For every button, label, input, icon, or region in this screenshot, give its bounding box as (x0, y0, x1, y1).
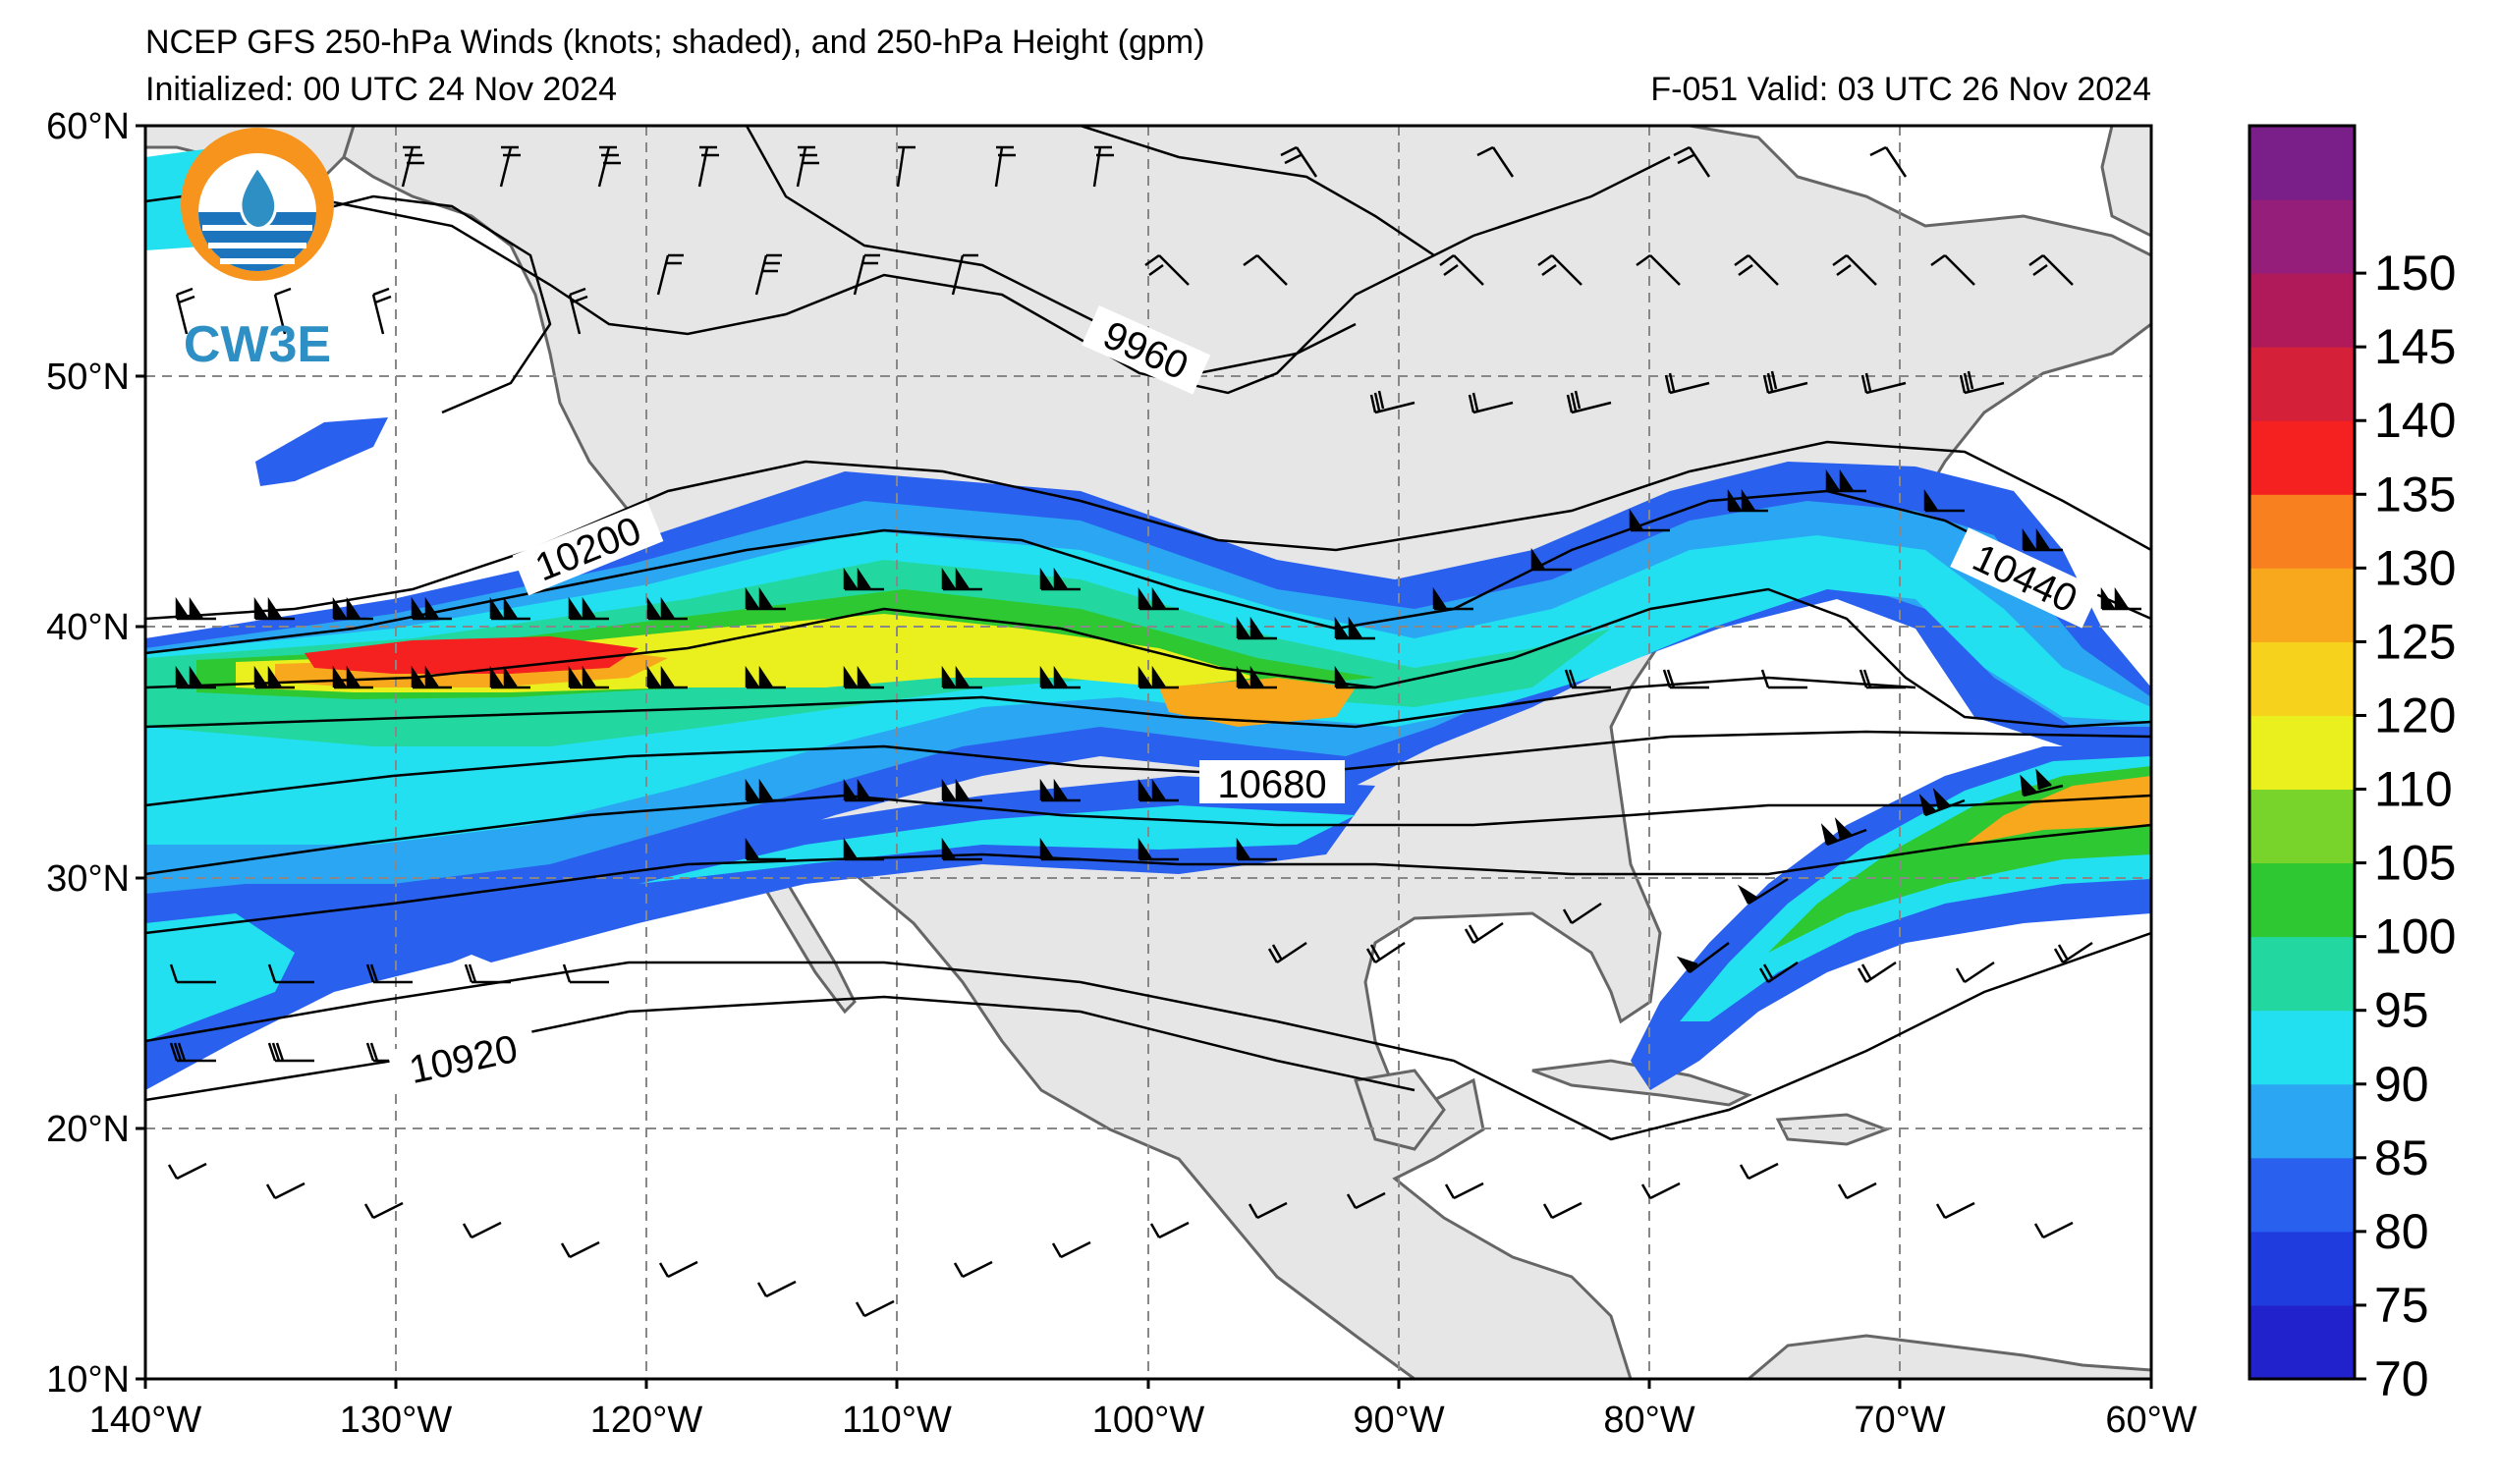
lat-tick-label: 40°N (46, 607, 130, 648)
lon-tick-label: 110°W (842, 1400, 952, 1441)
colorbar-swatch (2249, 1231, 2355, 1306)
west-streak-75kt-north (255, 417, 388, 486)
latitude-labels: 10°N 20°N 30°N 40°N 50°N 60°N (46, 106, 130, 1401)
colorbar-tick-label: 150 (2374, 246, 2456, 301)
cuba (1531, 1059, 1752, 1107)
west-streak-90kt-south (145, 913, 295, 1041)
colorbar-frame (2248, 124, 2357, 1381)
wind-barb-row (745, 768, 2064, 973)
lat-tick-label: 20°N (46, 1109, 130, 1150)
init-time: Initialized: 00 UTC 24 Nov 2024 (145, 71, 617, 108)
colorbar-tick-label: 80 (2374, 1204, 2429, 1259)
lon-tick-label: 130°W (340, 1400, 453, 1441)
southern-branch-90kt (638, 805, 1356, 884)
colorbar-swatch (2249, 568, 2355, 642)
contour-line (745, 126, 1357, 375)
colorbar-tick-label: 135 (2374, 467, 2456, 522)
subtropical-jet-120kt (1965, 776, 2151, 845)
colorbar-swatch (2249, 494, 2355, 569)
colorbar-swatch (2249, 347, 2355, 421)
contour-line (145, 587, 2151, 729)
colorbar-swatch (2249, 789, 2355, 864)
colorbar-tick-label: 85 (2374, 1130, 2429, 1185)
colorbar-tick-label: 70 (2374, 1351, 2429, 1406)
colorbar-swatch (2249, 420, 2355, 495)
wind-barb-row (745, 468, 2141, 640)
contour-line (1080, 126, 1435, 257)
colorbar-tick-label: 75 (2374, 1278, 2429, 1333)
contour-line (145, 931, 2151, 1141)
contour-label-10680: 10680 (1199, 760, 1345, 806)
lon-tick-label: 80°W (1603, 1400, 1694, 1441)
lat-tick-label: 10°N (46, 1359, 130, 1401)
lon-tick-label: 60°W (2105, 1400, 2196, 1441)
logo-text: CW3E (184, 316, 331, 373)
colorbar-tick-label: 95 (2374, 983, 2429, 1038)
valid-time: F-051 Valid: 03 UTC 26 Nov 2024 (1650, 71, 2151, 108)
colorbar-tick-label: 90 (2374, 1057, 2429, 1112)
colorbar-ticks: 70 75 80 85 90 95 100 105 110 120 125 130 135 140 145 1… (2355, 246, 2456, 1406)
colorbar-swatch (2249, 199, 2355, 274)
wind-barb-row (167, 902, 2093, 1318)
wind-barbs (167, 145, 2141, 1318)
caribbean-south-america (1746, 1334, 2151, 1379)
colorbar-swatch (2249, 862, 2355, 938)
jet-band-130kt (305, 636, 638, 674)
longitude-labels: 140°W 130°W 120°W 110°W 100°W 90°W 80°W … (89, 1400, 2197, 1441)
colorbar-tick-label: 110 (2374, 762, 2453, 817)
lat-tick-label: 30°N (46, 858, 130, 900)
contour-line (145, 794, 2151, 876)
height-contours (145, 126, 2151, 1141)
contour-line (145, 440, 2151, 621)
lon-tick-label: 70°W (1854, 1400, 1945, 1441)
colorbar-swatch (2249, 1083, 2355, 1159)
map-panel: 9960 10200 10440 10680 10920 (46, 106, 2197, 1441)
colorbar-tick-label: 105 (2374, 836, 2456, 891)
logo-drop (239, 164, 278, 230)
map-title: NCEP GFS 250-hPa Winds (knots; shaded), … (145, 24, 1204, 61)
cw3e-logo: CW3E (181, 128, 334, 373)
wind-barb-row (175, 253, 2074, 689)
colorbar-swatch (2249, 936, 2355, 1012)
colorbar-tick-label: 125 (2374, 614, 2456, 669)
contour-label-text: 10680 (1217, 763, 1326, 806)
colorbar: 70 75 80 85 90 95 100 105 110 120 125 130 135 140 145 1… (2248, 124, 2456, 1406)
lat-tick-label: 50°N (46, 357, 130, 398)
greenland-east (2100, 126, 2151, 238)
colorbar-swatch (2249, 126, 2355, 200)
lon-tick-label: 140°W (89, 1400, 202, 1441)
lon-tick-label: 90°W (1353, 1400, 1444, 1441)
lon-tick-label: 120°W (590, 1400, 703, 1441)
colorbar-tick-label: 120 (2374, 687, 2456, 742)
colorbar-swatch (2249, 1157, 2355, 1233)
colorbar-swatch (2249, 641, 2355, 716)
lon-tick-label: 100°W (1092, 1400, 1205, 1441)
lat-tick-label: 60°N (46, 106, 130, 147)
colorbar-tick-label: 145 (2374, 319, 2456, 374)
contour-line (145, 730, 2151, 807)
colorbar-swatch (2249, 1010, 2355, 1085)
colorbar-swatch (2249, 715, 2355, 791)
contour-line (145, 823, 2151, 935)
wind-barb-row (401, 145, 1908, 188)
colorbar-swatch (2249, 273, 2355, 348)
contour-line (145, 155, 1671, 395)
jet-core-120kt-east (1159, 678, 1356, 727)
colorbar-tick-label: 100 (2374, 909, 2456, 964)
wind-barb-row (175, 596, 1375, 689)
tick-marks (136, 124, 2153, 1389)
colorbar-tick-label: 140 (2374, 393, 2456, 448)
colorbar-swatch (2249, 1304, 2355, 1380)
colorbar-tick-label: 130 (2374, 540, 2456, 595)
colorbar-swatches (2249, 126, 2355, 1380)
contour-line (145, 676, 1916, 729)
